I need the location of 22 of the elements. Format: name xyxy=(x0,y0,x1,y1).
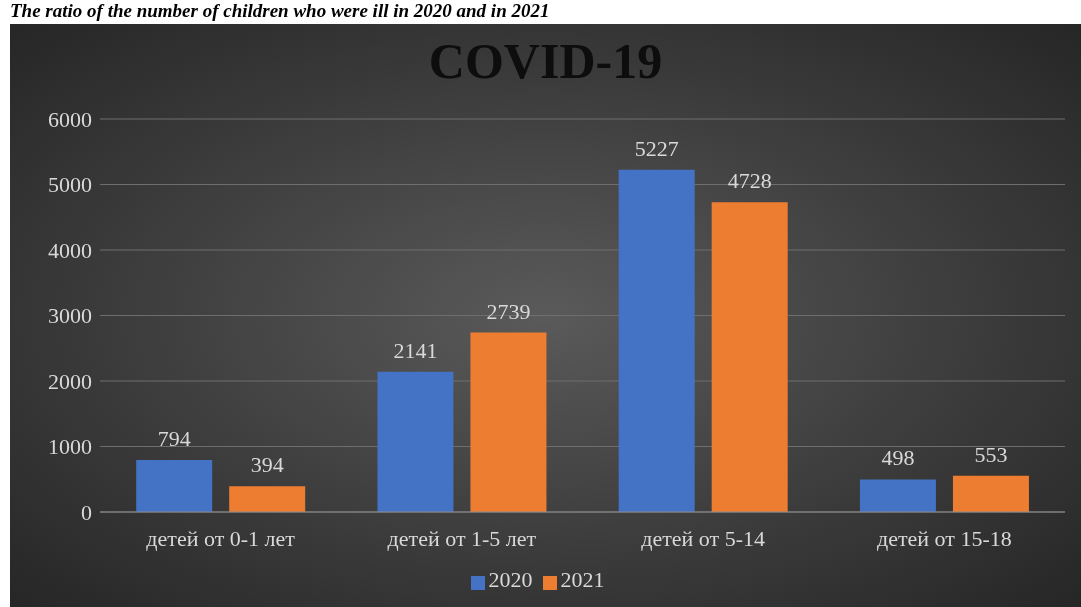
data-label: 4728 xyxy=(727,168,772,194)
y-tick-label: 2000 xyxy=(48,368,92,394)
y-tick-label: 4000 xyxy=(48,237,92,263)
y-tick-label: 6000 xyxy=(48,106,92,132)
y-tick-label: 5000 xyxy=(48,172,92,198)
text: The ratio of the number of children who were ill in 2020 and in 2021 xyxy=(10,0,550,22)
y-tick-label: 3000 xyxy=(48,303,92,329)
data-label: 2739 xyxy=(486,298,531,324)
y-tick-label: 0 xyxy=(81,499,92,525)
data-label: 394 xyxy=(250,452,284,478)
data-label: 553 xyxy=(974,441,1008,467)
data-label: 794 xyxy=(157,425,191,451)
data-label: 5227 xyxy=(634,135,679,161)
x-tick-label: детей от 15-18 xyxy=(876,525,1012,551)
legend-label: 2021 xyxy=(560,567,605,592)
x-tick-label: детей от 0-1 лет xyxy=(146,525,296,551)
legend-label: 2020 xyxy=(488,567,533,592)
y-tick-label: 1000 xyxy=(48,434,92,460)
data-label: 498 xyxy=(881,445,915,471)
x-tick-label: детей от 5-14 xyxy=(641,525,766,551)
data-label: 2141 xyxy=(393,337,438,363)
x-tick-label: детей от 1-5 лет xyxy=(387,525,537,551)
